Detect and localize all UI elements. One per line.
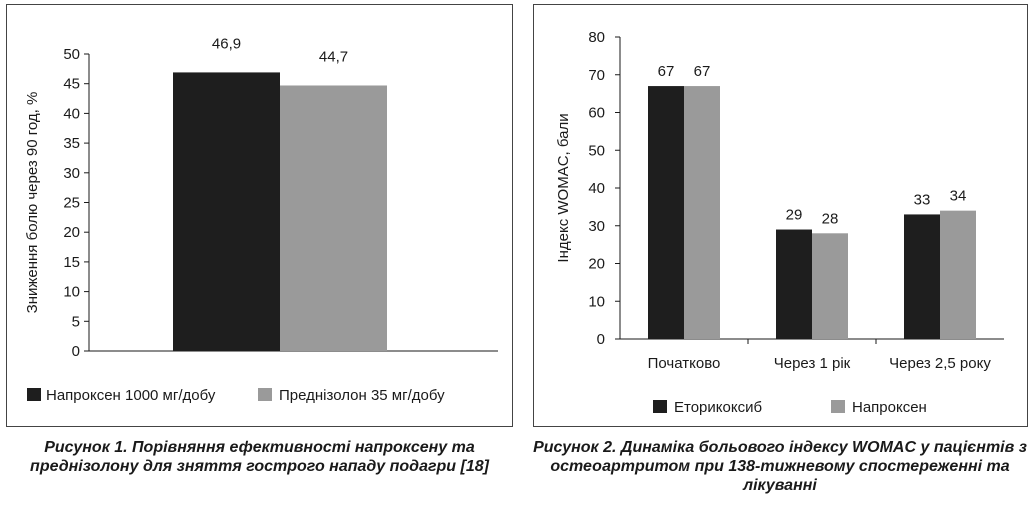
figure2-caption: Рисунок 2. Динаміка больового індексу WO…: [533, 439, 1027, 494]
chart1-svg: 0 5 10 15 20 25 30 35 40 45 50 46,9 44,7 Зниження бол…: [24, 35, 498, 404]
chart2-svg: 0 10 20 30 40 50 60 70 80 67 67 Початково 29 28 Через …: [555, 29, 1004, 416]
legend-label-1: Напроксен 1000 мг/добу: [46, 387, 216, 404]
bar-2: [280, 85, 387, 352]
x-tick-label: Через 2,5 року: [889, 355, 991, 372]
bar-3-1: [904, 214, 940, 339]
y-tick-label: 15: [63, 254, 80, 271]
bar-2-1: [776, 229, 812, 339]
y-tick-label: 20: [63, 224, 80, 241]
y-tick-label: 10: [588, 293, 605, 310]
legend-label-1: Еторикоксиб: [674, 399, 762, 416]
data-label: 34: [950, 188, 967, 205]
legend-label-2: Преднізолон 35 мг/добу: [279, 387, 445, 404]
y-tick-label: 50: [588, 142, 605, 159]
data-label: 28: [822, 210, 839, 227]
y-axis-title: Індекс WOMAC, бали: [555, 113, 572, 262]
y-tick-label: 35: [63, 135, 80, 152]
bar-1-2: [684, 86, 720, 339]
y-tick-label: 70: [588, 67, 605, 84]
x-tick-label: Початково: [648, 355, 721, 372]
legend-swatch-1: [653, 400, 667, 413]
y-tick-label: 40: [588, 180, 605, 197]
y-tick-label: 40: [63, 105, 80, 122]
figure1-caption: Рисунок 1. Порівняння ефективності напро…: [30, 439, 489, 475]
y-axis-title: Зниження болю через 90 год, %: [24, 92, 41, 314]
x-tick-label: Через 1 рік: [774, 355, 851, 372]
y-tick-label: 0: [72, 343, 80, 360]
legend-label-2: Напроксен: [852, 399, 927, 416]
y-tick-label: 0: [597, 331, 605, 348]
y-tick-label: 30: [63, 165, 80, 182]
y-tick-label: 5: [72, 313, 80, 330]
chart-panel-2: 0 10 20 30 40 50 60 70 80 67 67 Початково 29 28 Через …: [533, 4, 1028, 427]
legend-swatch-2: [258, 388, 272, 401]
y-tick-label: 60: [588, 105, 605, 122]
y-tick-label: 30: [588, 218, 605, 235]
data-label: 33: [914, 191, 931, 208]
data-label: 67: [694, 63, 711, 80]
bar-1: [173, 72, 280, 351]
chart-panel-1: 0 5 10 15 20 25 30 35 40 45 50 46,9 44,7 Зниження бол…: [6, 4, 513, 427]
data-label: 67: [658, 63, 675, 80]
bar-3-2: [940, 210, 976, 339]
y-tick-label: 10: [63, 284, 80, 301]
legend-swatch-2: [831, 400, 845, 413]
data-label: 46,9: [212, 35, 241, 52]
y-tick-label: 45: [63, 76, 80, 93]
data-label: 44,7: [319, 48, 348, 65]
y-tick-label: 25: [63, 195, 80, 212]
y-tick-label: 20: [588, 256, 605, 273]
y-tick-label: 50: [63, 46, 80, 63]
data-label: 29: [786, 207, 803, 224]
bar-1-1: [648, 86, 684, 339]
y-tick-label: 80: [588, 29, 605, 46]
bar-2-2: [812, 233, 848, 339]
legend-swatch-1: [27, 388, 41, 401]
